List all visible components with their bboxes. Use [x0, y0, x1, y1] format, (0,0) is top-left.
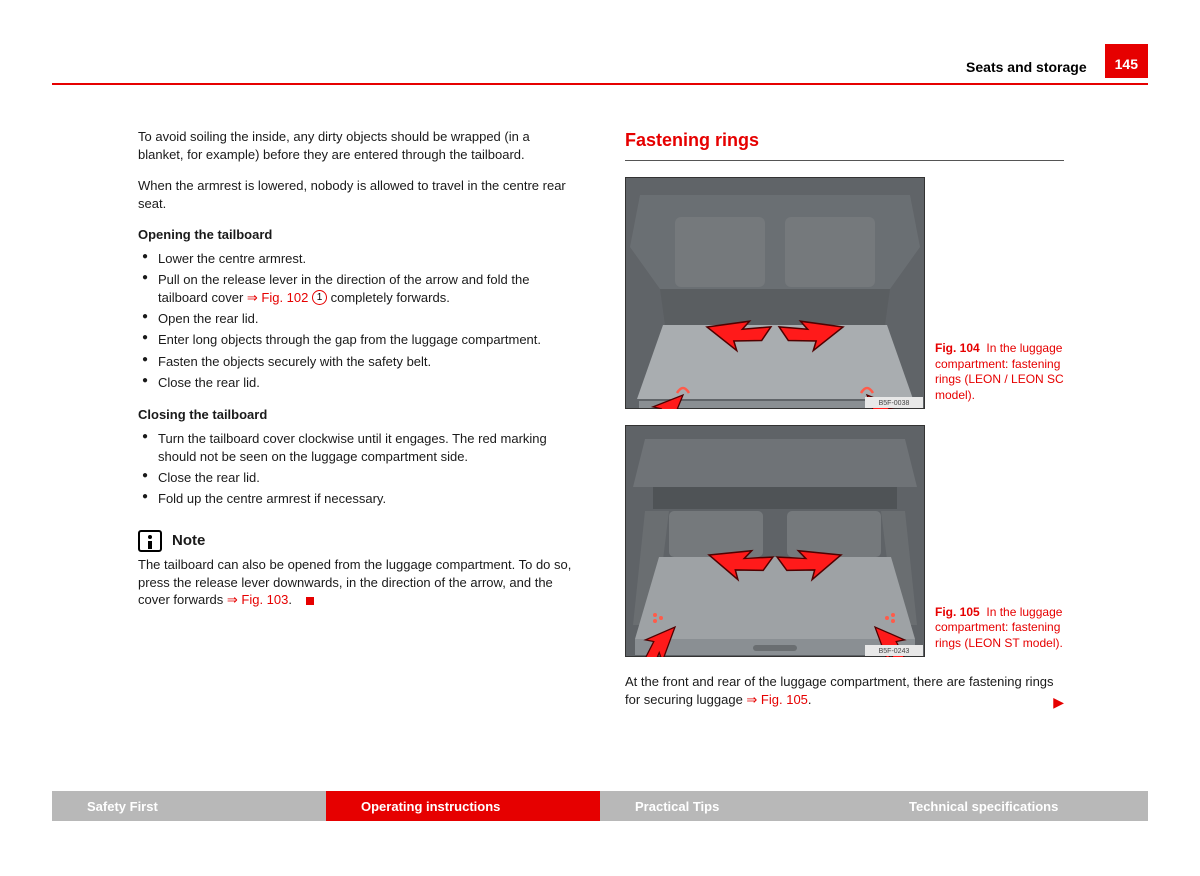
para-text: At the front and rear of the luggage com… [625, 674, 1054, 707]
left-column: To avoid soiling the inside, any dirty o… [138, 128, 577, 722]
list-item: Fasten the objects securely with the saf… [138, 353, 577, 371]
fig-ref[interactable]: ⇒ Fig. 105 [746, 692, 807, 707]
nav-tab-safety[interactable]: Safety First [52, 791, 326, 821]
bottom-nav: Safety First Operating instructions Prac… [52, 791, 1148, 821]
section-end-icon [306, 597, 314, 605]
list-item: Enter long objects through the gap from … [138, 331, 577, 349]
fig-label: Fig. 105 [935, 605, 980, 619]
closing-list: Turn the tailboard cover clockwise until… [138, 430, 577, 509]
opening-list: Lower the centre armrest. Pull on the re… [138, 250, 577, 392]
page-header: Seats and storage 145 [966, 56, 1148, 78]
info-icon [138, 530, 162, 552]
callout-number: 1 [312, 290, 327, 305]
note-text: The tailboard can also be opened from th… [138, 556, 577, 609]
figure-105: B5F-0243 Fig. 105 In the luggage compart… [625, 425, 1064, 657]
nav-tab-practical[interactable]: Practical Tips [600, 791, 874, 821]
content: To avoid soiling the inside, any dirty o… [138, 128, 1064, 722]
section-rule [625, 160, 1064, 161]
nav-tab-technical[interactable]: Technical specifications [874, 791, 1148, 821]
section-heading: Fastening rings [625, 128, 1064, 152]
paragraph: To avoid soiling the inside, any dirty o… [138, 128, 577, 163]
list-item: Close the rear lid. [138, 374, 577, 392]
list-item: Lower the centre armrest. [138, 250, 577, 268]
svg-text:B5F-0243: B5F-0243 [879, 648, 910, 655]
section-title: Seats and storage [966, 59, 1087, 75]
subheading-opening: Opening the tailboard [138, 226, 577, 244]
list-text: completely forwards. [327, 290, 450, 305]
fig-ref[interactable]: ⇒ Fig. 103 [227, 592, 288, 607]
fig-ref[interactable]: ⇒ Fig. 102 [247, 290, 308, 305]
note-text-b: . [288, 592, 292, 607]
list-item: Turn the tailboard cover clockwise until… [138, 430, 577, 466]
figure-image: B5F-0038 [625, 177, 925, 409]
list-item: Open the rear lid. [138, 310, 577, 328]
page-number: 145 [1105, 44, 1148, 78]
svg-text:B5F-0038: B5F-0038 [879, 400, 910, 407]
continue-arrow-icon: ▶ [1053, 693, 1064, 712]
note-text-a: The tailboard can also be opened from th… [138, 557, 571, 607]
list-item: Pull on the release lever in the directi… [138, 271, 577, 307]
figure-caption: Fig. 104 In the luggage compartment: fas… [935, 341, 1064, 409]
list-item: Fold up the centre armrest if necessary. [138, 490, 577, 508]
paragraph: When the armrest is lowered, nobody is a… [138, 177, 577, 212]
subheading-closing: Closing the tailboard [138, 406, 577, 424]
right-column: Fastening rings [625, 128, 1064, 722]
note-header: Note [138, 530, 577, 552]
figure-104: B5F-0038 Fig. 104 In the luggage compart… [625, 177, 1064, 409]
figure-caption: Fig. 105 In the luggage compartment: fas… [935, 605, 1064, 658]
list-item: Close the rear lid. [138, 469, 577, 487]
paragraph: At the front and rear of the luggage com… [625, 673, 1064, 708]
nav-tab-operating[interactable]: Operating instructions [326, 791, 600, 821]
note-label: Note [172, 531, 205, 551]
header-rule [52, 83, 1148, 85]
fig-label: Fig. 104 [935, 341, 980, 355]
para-text: . [808, 692, 812, 707]
figure-image: B5F-0243 [625, 425, 925, 657]
